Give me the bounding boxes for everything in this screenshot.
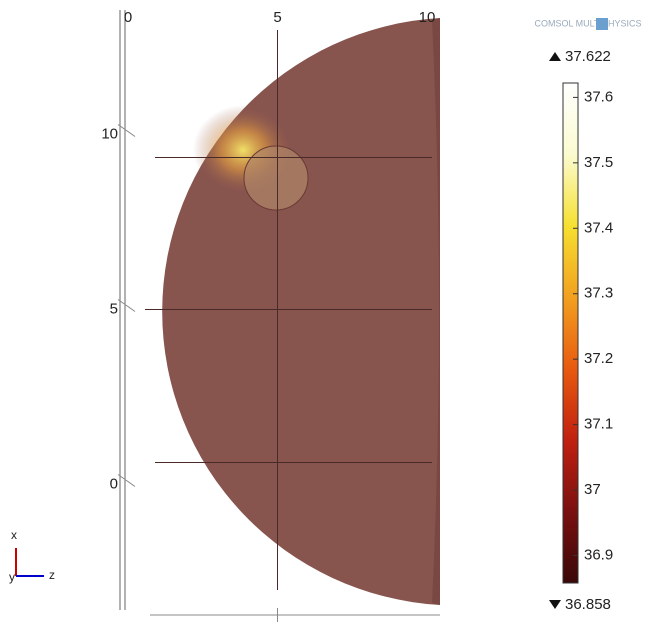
triad-label: z: [49, 568, 55, 582]
x-tick-label: 10: [419, 9, 436, 26]
max-marker: [549, 52, 561, 61]
tick-mark: [117, 474, 136, 487]
colorbar-tick-label: 37: [584, 481, 601, 498]
triad-label: y: [9, 570, 15, 584]
colorbar-tick-label: 36.9: [584, 546, 613, 563]
colorbar-min: 36.858: [565, 596, 611, 613]
x-tick-label: 5: [273, 9, 281, 26]
colorbar-tick-label: 37.1: [584, 416, 613, 433]
tick-mark: [117, 124, 136, 137]
min-marker: [549, 600, 561, 609]
colorbar-tick-label: 37.2: [584, 350, 613, 367]
colorbar-tick-label: 37.5: [584, 154, 613, 171]
y-tick-label: 5: [110, 300, 118, 317]
tick-mark: [117, 299, 136, 312]
logo-icon: [596, 18, 608, 30]
colorbar: [562, 82, 579, 584]
domain-rim: [432, 18, 440, 605]
triad-label: x: [11, 528, 17, 542]
colorbar-tick-label: 37.4: [584, 219, 613, 236]
x-tick-label: 0: [124, 9, 132, 26]
colorbar-tick-label: 37.6: [584, 88, 613, 105]
logo: COMSOL MULTIPHYSICS: [534, 18, 641, 28]
colorbar-max: 37.622: [565, 48, 611, 65]
y-tick-label: 10: [101, 125, 118, 142]
inclusion: [243, 145, 309, 211]
domain: [162, 18, 440, 605]
y-tick-label: 0: [110, 475, 118, 492]
colorbar-tick-label: 37.3: [584, 285, 613, 302]
